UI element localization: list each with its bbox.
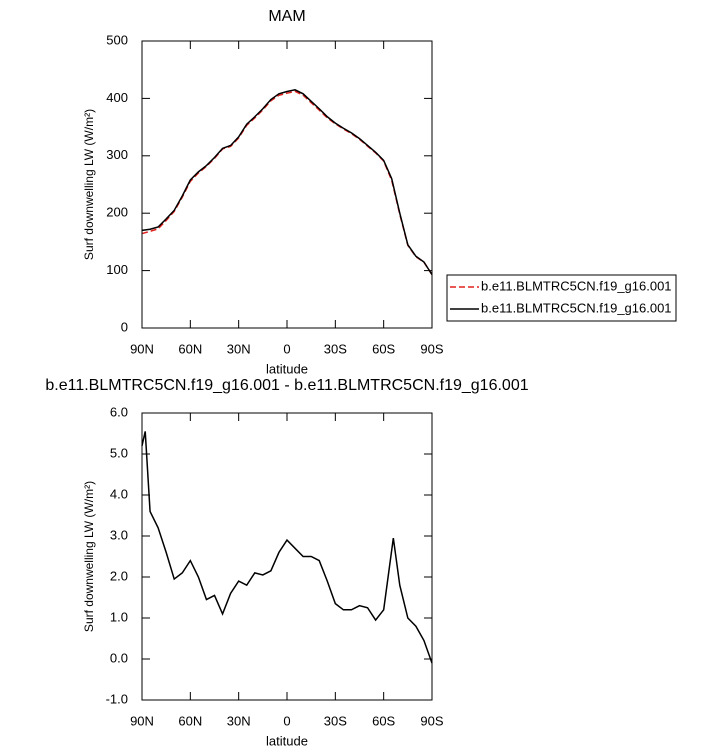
y-axis-label: Surf downwelling LW (W/m²) xyxy=(82,109,96,260)
x-axis-label: latitude xyxy=(266,361,308,376)
x-tick-label: 60N xyxy=(178,341,202,356)
x-tick-label: 60S xyxy=(372,713,395,728)
y-tick-label: 200 xyxy=(106,205,128,220)
x-tick-label: 60S xyxy=(372,341,395,356)
y-tick-label: 5.0 xyxy=(110,445,128,460)
x-tick-label: 30S xyxy=(324,341,347,356)
y-tick-label: 3.0 xyxy=(110,527,128,542)
y-tick-label: 500 xyxy=(106,32,128,47)
legend-label: b.e11.BLMTRC5CN.f19_g16.001 xyxy=(481,278,672,293)
y-tick-label: 4.0 xyxy=(110,486,128,501)
x-tick-label: 90S xyxy=(420,713,443,728)
y-tick-label: 6.0 xyxy=(110,404,128,419)
chart-title: b.e11.BLMTRC5CN.f19_g16.001 - b.e11.BLMT… xyxy=(45,377,528,394)
y-tick-label: 0 xyxy=(121,319,128,334)
series-line xyxy=(141,89,433,276)
x-tick-label: 30S xyxy=(324,713,347,728)
plot-frame xyxy=(141,412,433,701)
series-line xyxy=(141,90,433,275)
y-tick-label: -1.0 xyxy=(106,691,128,706)
y-axis-label: Surf downwelling LW (W/m²) xyxy=(82,481,96,632)
y-tick-label: 100 xyxy=(106,262,128,277)
x-tick-label: 90S xyxy=(420,341,443,356)
x-tick-label: 30N xyxy=(227,713,251,728)
plot-frame xyxy=(141,40,433,329)
x-tick-label: 30N xyxy=(227,341,251,356)
legend-label: b.e11.BLMTRC5CN.f19_g16.001 xyxy=(481,300,672,315)
x-tick-label: 90N xyxy=(130,341,154,356)
x-tick-label: 0 xyxy=(283,713,290,728)
chart-title: MAM xyxy=(268,8,305,25)
x-tick-label: 90N xyxy=(130,713,154,728)
series-line xyxy=(141,431,433,664)
x-tick-label: 0 xyxy=(283,341,290,356)
legend-box xyxy=(446,274,677,322)
x-tick-label: 60N xyxy=(178,713,202,728)
y-tick-label: 2.0 xyxy=(110,568,128,583)
y-tick-label: 1.0 xyxy=(110,609,128,624)
y-tick-label: 300 xyxy=(106,147,128,162)
x-axis-label: latitude xyxy=(266,733,308,748)
y-tick-label: 0.0 xyxy=(110,650,128,665)
y-tick-label: 400 xyxy=(106,90,128,105)
